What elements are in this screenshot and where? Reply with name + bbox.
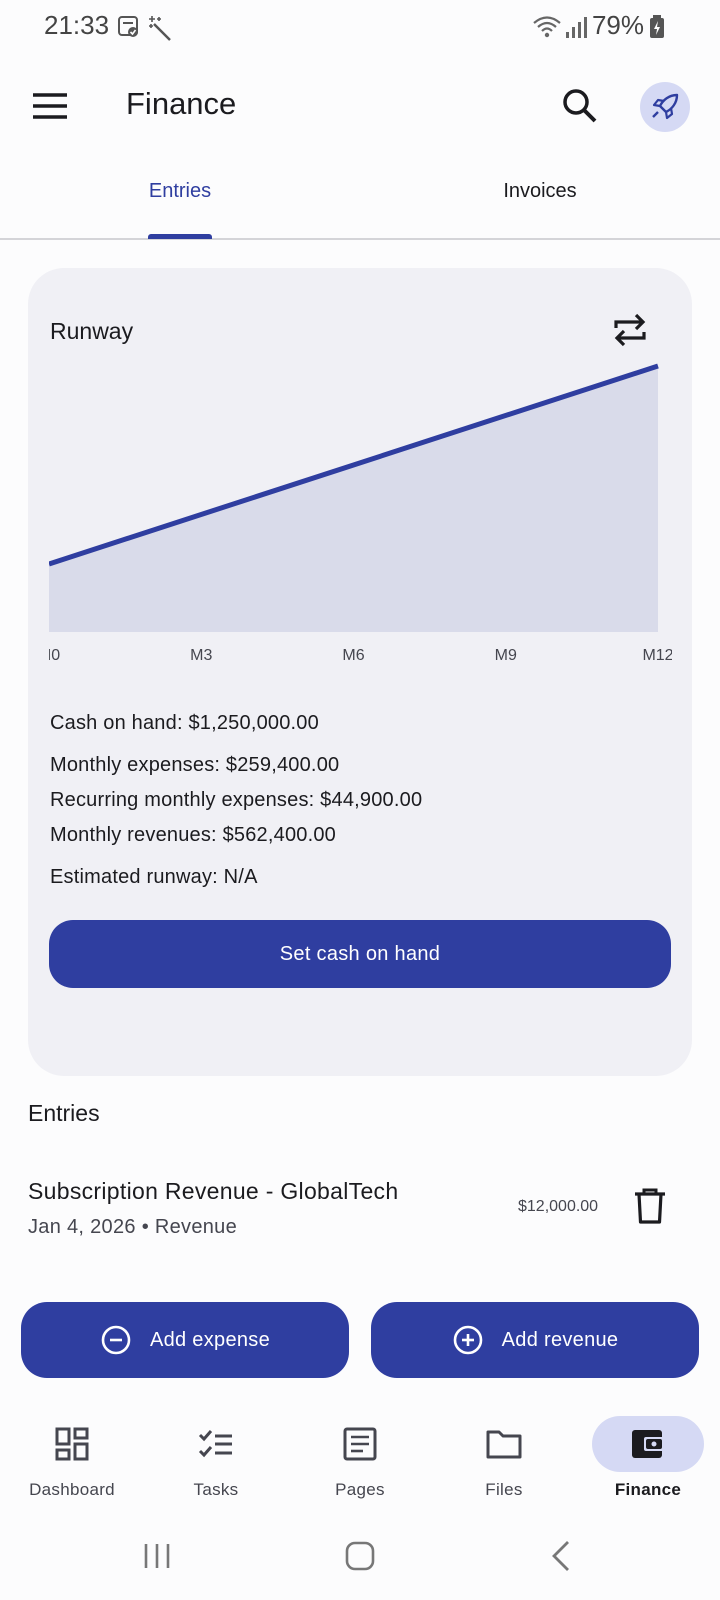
recent-apps-icon [144,1544,170,1568]
entry-amount: $12,000.00 [518,1198,599,1215]
monthly-expenses-stat: Monthly expenses: $259,400.00 [50,754,340,776]
tab-invoices[interactable]: Invoices [503,180,577,202]
add-expense-button[interactable]: Add expense [21,1302,349,1378]
swap-button[interactable] [608,308,652,352]
nav-label: Dashboard [29,1480,115,1499]
add-revenue-button[interactable]: Add revenue [371,1302,699,1378]
monthly-revenues-stat: Monthly revenues: $562,400.00 [50,824,336,846]
add-expense-label: Add expense [149,1328,271,1351]
battery-icon [648,14,666,45]
home-button[interactable] [344,1540,376,1577]
set-cash-button[interactable]: Set cash on hand [49,920,671,988]
minus-circle-icon [101,1325,131,1355]
status-time: 21:33 [44,10,110,40]
repeat-icon [614,313,646,347]
cash-on-hand-stat: Cash on hand: $1,250,000.00 [50,712,319,734]
estimated-runway-stat: Estimated runway: N/A [50,866,258,888]
recurring-expenses-stat: Recurring monthly expenses: $44,900.00 [50,789,423,811]
profile-rocket-button[interactable] [640,82,690,132]
x-tick-label: M12 [642,647,672,664]
nav-label: Files [485,1480,523,1499]
recent-apps-button[interactable] [140,1540,176,1577]
x-tick-label: M6 [342,647,364,664]
folder-icon [486,1430,522,1459]
nav-label: Tasks [193,1480,239,1499]
search-button[interactable] [558,84,602,128]
dashboard-icon [55,1427,89,1461]
page-title: Finance [126,86,237,121]
tab-indicator [148,234,212,239]
wifi-icon [532,14,562,45]
entry-meta: Jan 4, 2026 • Revenue [28,1216,238,1238]
delete-entry-button[interactable] [632,1186,668,1226]
chart-series-line [49,363,659,567]
nav-pages[interactable]: Pages [288,1414,432,1514]
x-tick-label: M3 [190,647,212,664]
nav-tasks[interactable]: Tasks [144,1414,288,1514]
signal-icon [564,14,588,45]
search-icon [563,89,597,123]
tab-entries[interactable]: Entries [148,180,212,202]
rocket-icon [652,93,679,120]
tasks-icon [198,1430,232,1458]
plus-circle-icon [453,1325,482,1355]
trash-icon [635,1188,665,1224]
nav-label: Finance [614,1480,682,1499]
runway-title: Runway [50,318,134,344]
back-button[interactable] [548,1540,576,1577]
chart-area-fill [49,366,658,632]
x-tick-label: M0 [49,647,60,664]
battery-level: 79% [591,10,644,40]
nav-label: Pages [335,1480,385,1499]
add-revenue-label: Add revenue [501,1328,619,1351]
notification-icon [116,14,142,45]
nav-files[interactable]: Files [432,1414,576,1514]
nav-finance[interactable]: Finance [576,1414,720,1514]
tab-divider [0,238,720,240]
back-icon [552,1541,569,1571]
magic-wand-icon [146,14,174,47]
entries-heading: Entries [28,1100,100,1126]
runway-chart: M0 M3 M6 M9 M12 [49,363,672,664]
home-icon [345,1541,375,1571]
entry-title[interactable]: Subscription Revenue - GlobalTech [28,1178,399,1204]
hamburger-menu-icon [33,93,67,119]
menu-button[interactable] [28,84,72,128]
wallet-icon [632,1430,664,1458]
nav-dashboard[interactable]: Dashboard [0,1414,144,1514]
x-tick-label: M9 [495,647,517,664]
pages-icon [343,1427,377,1461]
